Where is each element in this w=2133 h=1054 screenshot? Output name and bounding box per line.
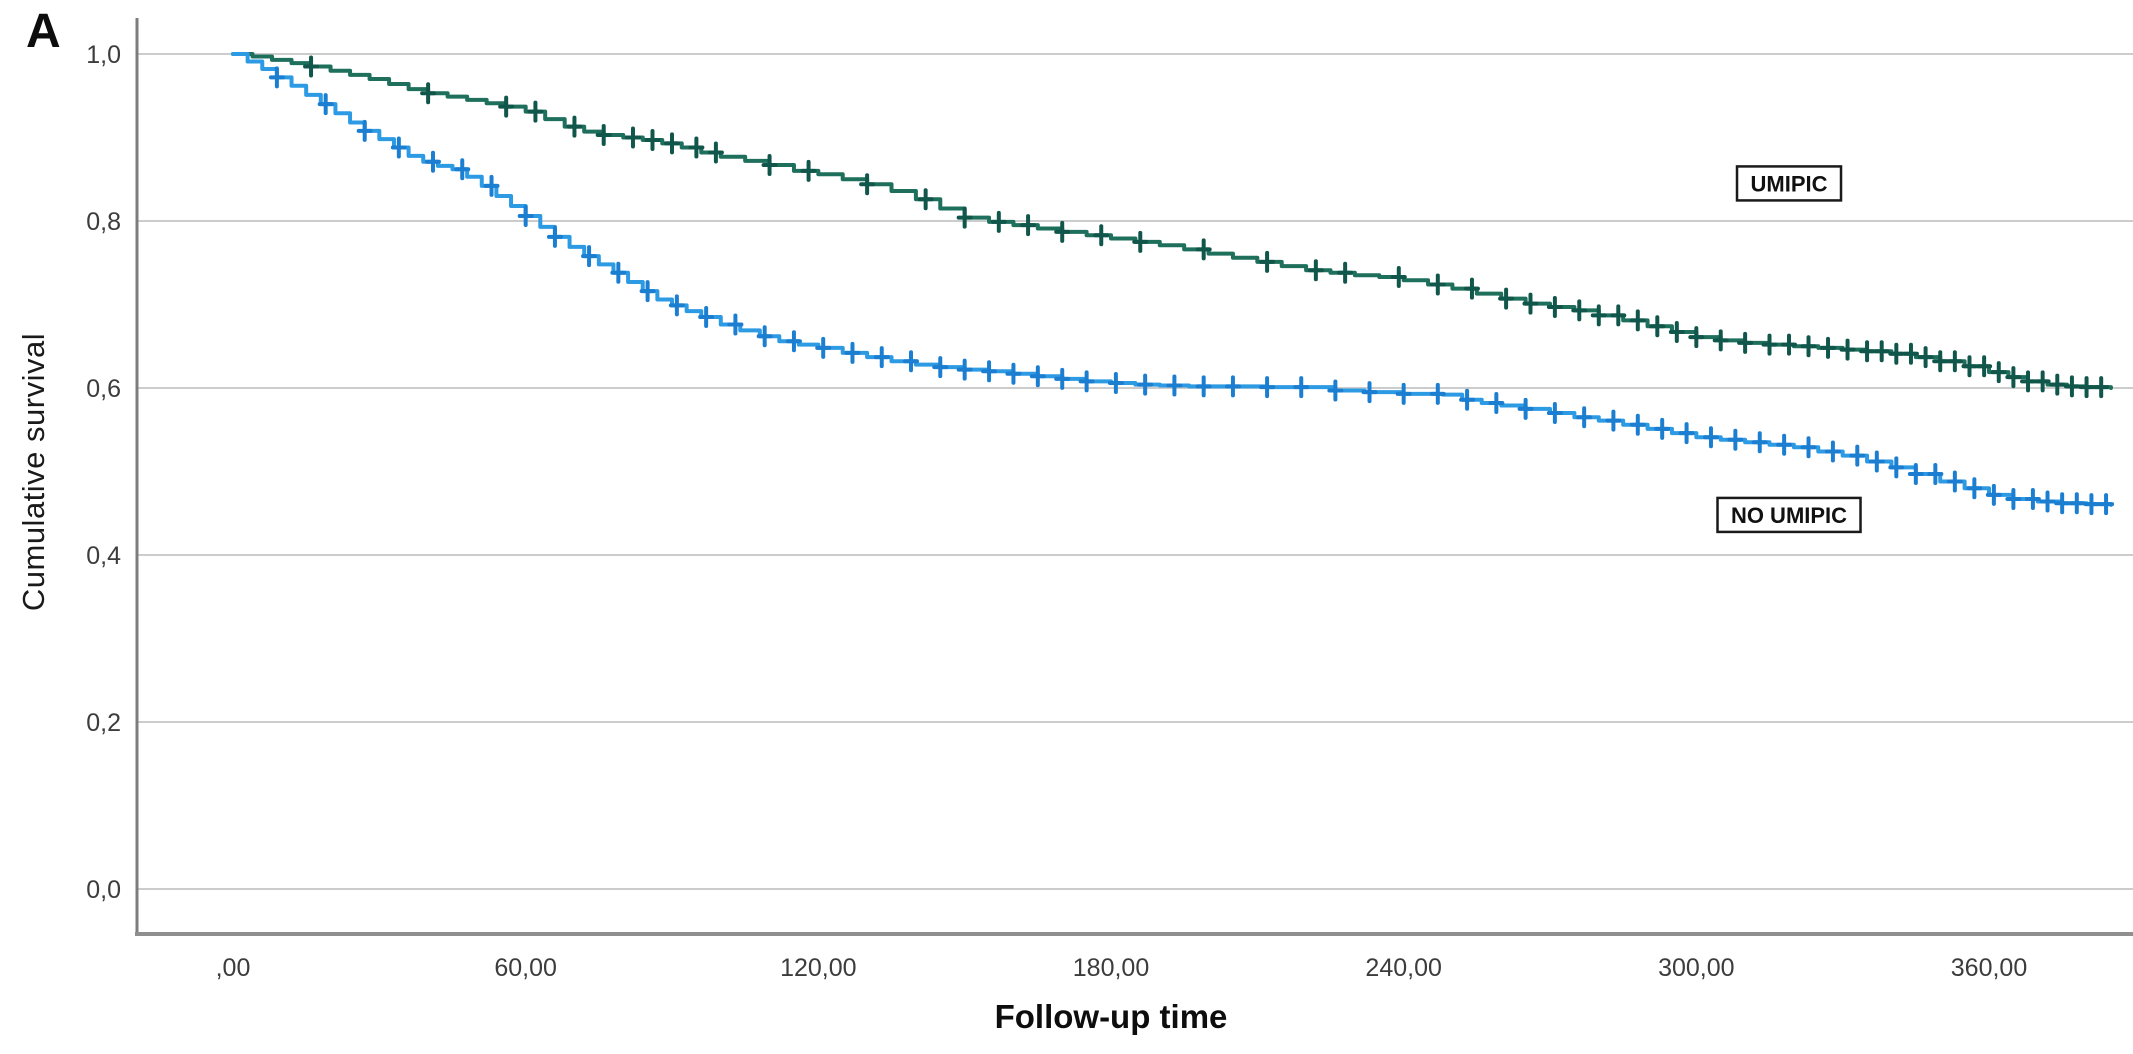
x-tick-label: ,00 [216,954,251,982]
legend-label-umipic: UMIPIC [1751,171,1828,196]
y-axis-title: Cumulative survival [16,332,51,612]
y-tick-label: 0,2 [86,709,121,737]
y-tick-label: 0,0 [86,876,121,904]
y-tick-label: 0,8 [86,208,121,236]
x-tick-label: 300,00 [1658,954,1734,982]
x-tick-label: 180,00 [1073,954,1149,982]
y-tick-label: 1,0 [86,41,121,69]
y-tick-label: 0,6 [86,375,121,403]
panel-letter: A [26,5,61,58]
survival-curve-no-umipic [231,52,2113,507]
x-tick-label: 240,00 [1365,954,1441,982]
y-tick-label: 0,4 [86,542,121,570]
x-tick-label: 360,00 [1951,954,2027,982]
legend-label-no-umipic: NO UMIPIC [1731,503,1847,528]
x-axis-title: Follow-up time [994,998,1228,1035]
x-tick-label: 60,00 [494,954,557,982]
legend-box-no-umipic [1716,496,1862,534]
x-tick-label: 120,00 [780,954,856,982]
legend-box-umipic [1735,165,1843,202]
